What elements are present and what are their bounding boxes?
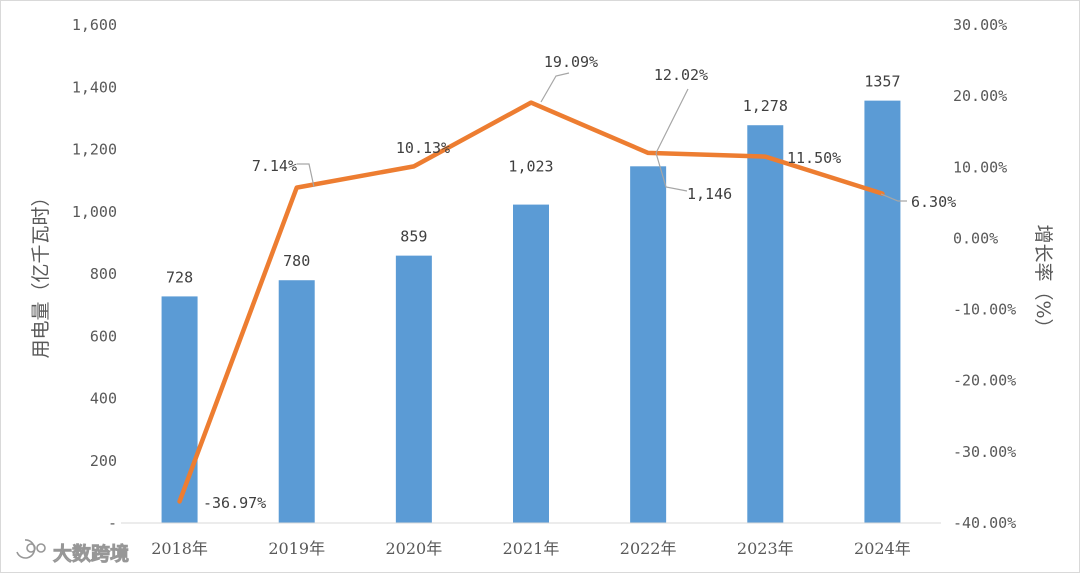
logo-icon [17, 540, 45, 558]
y-left-tick-label-2: 400 [90, 390, 117, 408]
y-left-tick-label-6: 1,200 [72, 141, 117, 159]
bar-value-label-5: 1,278 [743, 97, 788, 115]
y-right-tick-label-6: 20.00% [953, 87, 1007, 105]
y-left-tick-label-4: 800 [90, 265, 117, 283]
y-right-tick-label-4: 0.00% [953, 229, 998, 247]
y-right-tick-label-3: -10.00% [953, 301, 1016, 319]
y-left-tick-label-5: 1,000 [72, 203, 117, 221]
watermark-text: 大数跨境 [53, 542, 129, 565]
bar-value-label-0: 728 [166, 268, 193, 286]
growth-value-label-5: 11.50% [787, 149, 841, 167]
y-left-tick-label-8: 1,600 [72, 16, 117, 34]
growth-value-label-6: 6.30% [911, 193, 956, 211]
bar-1 [279, 280, 315, 523]
x-tick-label-1: 2019年 [268, 539, 325, 558]
growth-value-label-3: 19.09% [544, 53, 598, 71]
bar-value-label-6: 1357 [864, 73, 900, 91]
bar-value-label-3: 1,023 [508, 158, 553, 176]
y-right-tick-label-5: 10.00% [953, 158, 1007, 176]
y-right-tick-label-0: -40.00% [953, 514, 1016, 532]
y-left-tick-label-0: - [108, 514, 117, 532]
growth-value-label-1: 7.14% [252, 157, 297, 175]
y-left-axis-title: 用电量（亿千瓦时） [30, 187, 52, 358]
y-left-tick-label-3: 600 [90, 327, 117, 345]
x-tick-label-3: 2021年 [503, 539, 560, 558]
x-tick-label-0: 2018年 [151, 539, 208, 558]
x-tick-label-5: 2023年 [737, 539, 794, 558]
bar-value-label-2: 859 [400, 228, 427, 246]
x-tick-label-4: 2022年 [620, 539, 677, 558]
y-right-tick-label-2: -20.00% [953, 372, 1016, 390]
y-right-tick-label-7: 30.00% [953, 16, 1007, 34]
bar-value-label-1: 780 [283, 252, 310, 270]
watermark: 大数跨境 [17, 540, 129, 565]
x-tick-label-6: 2024年 [854, 539, 911, 558]
y-left-tick-label-1: 200 [90, 452, 117, 470]
leader-lines [297, 73, 907, 201]
bar-3 [513, 205, 549, 523]
y-right-axis-title: 增长率（%） [1032, 224, 1054, 337]
bar-6 [864, 101, 900, 523]
bar-value-label-4: 1,146 [687, 185, 732, 203]
y-right-tick-label-1: -30.00% [953, 443, 1016, 461]
x-tick-label-2: 2020年 [385, 539, 442, 558]
growth-value-label-0: -36.97% [203, 494, 266, 512]
y-left-tick-label-7: 1,400 [72, 78, 117, 96]
growth-value-label-2: 10.13% [396, 139, 450, 157]
bar-5 [747, 125, 783, 523]
bar-4 [630, 166, 666, 523]
bar-2 [396, 256, 432, 523]
bar-0 [162, 296, 198, 523]
leader-line-1 [541, 73, 569, 102]
growth-value-label-4: 12.02% [654, 66, 708, 84]
leader-line-2 [656, 89, 688, 153]
